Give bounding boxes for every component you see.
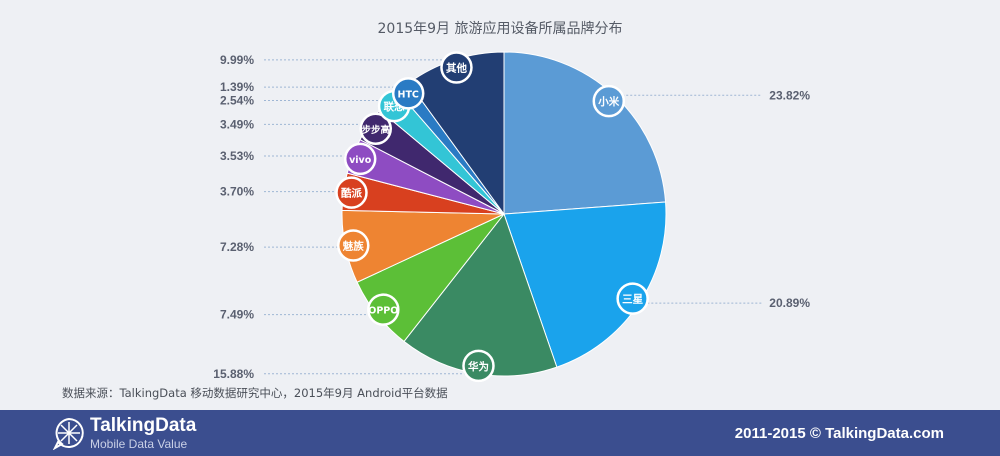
value-labels: 23.82% 20.89% 15.88% 7.49% 7.28% 3.70% 3.53% 3.…	[213, 53, 810, 381]
slice-label-badge: 其他	[440, 51, 473, 84]
svg-text:其他: 其他	[446, 62, 467, 75]
svg-text:华为: 华为	[468, 360, 489, 373]
slice-label-badge: 小米	[592, 84, 626, 118]
svg-text:魅族: 魅族	[343, 240, 364, 253]
value-label: 7.28%	[220, 240, 254, 254]
value-label: 9.99%	[220, 53, 254, 67]
svg-text:vivo: vivo	[349, 155, 372, 166]
source-note: 数据来源：TalkingData 移动数据研究中心，2015年9月 Androi…	[62, 386, 448, 400]
slice-label-badge: vivo	[343, 142, 377, 176]
slice-label-badge: 步步高	[359, 112, 392, 146]
leader-lines	[264, 59, 762, 375]
pie-slices	[341, 51, 667, 377]
pie-slice-item0	[503, 51, 667, 215]
slice-label-badge: 华为	[462, 349, 495, 383]
slice-label-badge: 酷派	[335, 176, 368, 209]
brand-tagline: Mobile Data Value	[90, 437, 188, 451]
footer-bar: TalkingData Mobile Data Value 2011-2015 …	[0, 410, 1000, 456]
value-label: 3.49%	[220, 117, 254, 131]
value-label: 15.88%	[213, 367, 254, 381]
value-label: 23.82%	[769, 88, 810, 102]
svg-text:三星: 三星	[622, 294, 643, 306]
value-label: 1.39%	[220, 80, 254, 94]
svg-text:步步高: 步步高	[361, 124, 390, 136]
value-label: 2.54%	[220, 94, 254, 108]
value-label: 3.53%	[220, 149, 254, 163]
svg-text:酷派: 酷派	[341, 187, 362, 200]
value-label: 7.49%	[220, 308, 254, 322]
svg-text:小米: 小米	[597, 95, 619, 108]
value-label: 3.70%	[220, 185, 254, 199]
copyright-text: 2011-2015 © TalkingData.com	[734, 425, 944, 442]
svg-text:OPPO: OPPO	[368, 306, 398, 317]
talkingdata-logo-icon	[52, 417, 84, 450]
slice-label-badge: 三星	[616, 282, 649, 315]
slice-label-badge: HTC	[391, 77, 425, 110]
chart-title: 2015年9月 旅游应用设备所属品牌分布	[377, 21, 623, 37]
slice-label-badge: 魅族	[337, 229, 370, 262]
svg-text:HTC: HTC	[398, 89, 419, 100]
brand-name: TalkingData	[90, 415, 197, 436]
slice-label-badge: OPPO	[367, 293, 400, 326]
value-label: 20.89%	[769, 296, 810, 310]
